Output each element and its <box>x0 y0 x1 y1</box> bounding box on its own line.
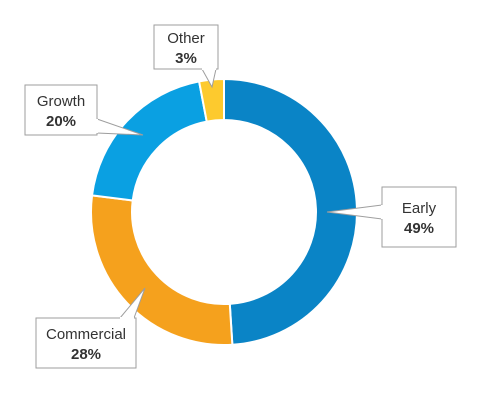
callout-value: 49% <box>404 220 434 237</box>
callout-box <box>381 186 457 248</box>
callout-growth: Growth 20% <box>24 84 144 136</box>
callout-label: Early <box>402 200 437 217</box>
callout-value: 3% <box>175 50 197 67</box>
slice-early <box>223 77 359 346</box>
callout-box <box>24 84 98 136</box>
callout-commercial: Commercial 28% <box>35 287 146 369</box>
callouts-group: Early 49% Commercial 28% Growth 20% Other 3% <box>24 24 457 369</box>
slice-other <box>197 77 225 123</box>
callout-box <box>35 317 137 369</box>
callout-box <box>153 24 219 70</box>
callout-early: Early 49% <box>326 186 457 248</box>
slices-group <box>90 77 359 346</box>
callout-label: Other <box>167 30 205 47</box>
callout-value: 28% <box>71 346 101 363</box>
callout-label: Growth <box>37 93 85 110</box>
callout-label: Commercial <box>46 326 126 343</box>
callout-other: Other 3% <box>153 24 219 89</box>
slice-growth <box>90 80 208 202</box>
callout-value: 20% <box>46 113 76 130</box>
